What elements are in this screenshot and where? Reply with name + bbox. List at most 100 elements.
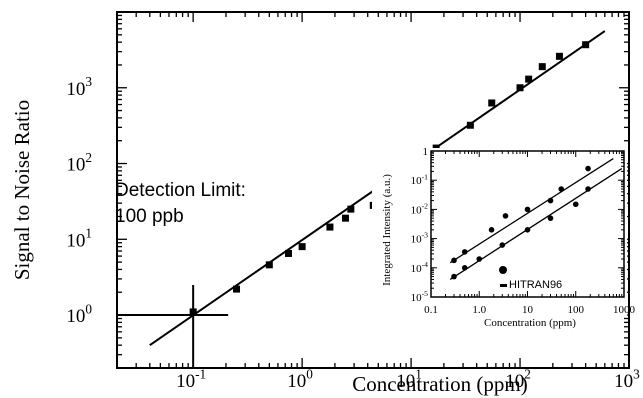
main-data-point bbox=[265, 261, 273, 269]
main-data-point bbox=[298, 243, 306, 251]
legend-label-hitran: HITRAN96 bbox=[509, 279, 562, 291]
inset-y-tick-label-exponent: -3 bbox=[422, 231, 429, 240]
inset-y-tick-label-exponent: -2 bbox=[422, 201, 429, 210]
main-data-point bbox=[347, 205, 355, 213]
main-data-point bbox=[555, 52, 563, 60]
inset-ticks bbox=[430, 151, 624, 298]
main-data-point bbox=[488, 99, 496, 107]
inset-data-point bbox=[524, 227, 531, 233]
main-x-tick-label-exponent: -1 bbox=[195, 366, 206, 381]
main-x-tick-labels: 10-1 100 101 102 103 bbox=[176, 366, 640, 392]
main-x-tick-label-exponent: 2 bbox=[524, 366, 531, 381]
inset-data-point bbox=[502, 213, 509, 219]
inset-data-point bbox=[476, 256, 483, 262]
inset-y-tick-label-base: 10 bbox=[411, 263, 423, 275]
inset-data-point bbox=[451, 257, 457, 264]
inset-data-point bbox=[499, 242, 506, 248]
main-x-tick-label: 103 bbox=[614, 366, 640, 392]
inset-data-point bbox=[585, 165, 591, 172]
main-data-point bbox=[538, 63, 546, 71]
main-x-tick-label: 10-1 bbox=[176, 366, 206, 392]
main-x-tick-label-exponent: 0 bbox=[306, 366, 313, 381]
main-x-tick-label-base: 10 bbox=[505, 371, 524, 392]
inset-x-tick-label: 1.0 bbox=[472, 304, 486, 316]
main-x-tick-label-base: 10 bbox=[396, 371, 415, 392]
main-y-tick-label-base: 10 bbox=[66, 306, 85, 327]
inset-y-tick-label-base: 10 bbox=[411, 292, 423, 304]
main-y-tick-label-exponent: 1 bbox=[85, 226, 92, 241]
main-y-tick-label-exponent: 2 bbox=[85, 150, 92, 165]
main-y-tick-label-base: 10 bbox=[66, 79, 85, 100]
main-data-point bbox=[466, 121, 474, 129]
inset-x-tick-label-base: 10 bbox=[522, 304, 534, 316]
inset-data-point bbox=[461, 265, 468, 271]
inset-y-tick-label: 10-2 bbox=[411, 201, 429, 216]
main-x-tick-label-base: 10 bbox=[287, 371, 306, 392]
inset-y-tick-labels: 110-110-210-310-410-5 bbox=[411, 146, 429, 304]
main-data-point bbox=[582, 41, 590, 49]
main-y-tick-label: 103 bbox=[66, 74, 92, 100]
inset-x-tick-label-base: 1.0 bbox=[472, 304, 486, 316]
inset-data-point bbox=[461, 249, 468, 255]
main-x-tick-label-base: 10 bbox=[614, 371, 633, 392]
main-data-point bbox=[326, 223, 334, 231]
main-x-tick-label-exponent: 3 bbox=[633, 366, 640, 381]
inset-y-tick-label: 10-1 bbox=[411, 172, 429, 187]
inset-y-tick-label-exponent: -5 bbox=[422, 289, 429, 298]
detection-limit-value: 100 ppb bbox=[115, 206, 184, 227]
detection-limit-label: Detection Limit: bbox=[115, 180, 246, 201]
inset-x-tick-label: 100 bbox=[568, 304, 585, 316]
main-x-tick-label: 102 bbox=[505, 366, 531, 392]
inset-data-points bbox=[451, 165, 591, 280]
inset-x-tick-label: 1000 bbox=[613, 304, 636, 316]
main-y-axis-label: Signal to Noise Ratio bbox=[10, 100, 34, 280]
main-data-point bbox=[525, 75, 533, 83]
inset-data-point bbox=[547, 197, 554, 204]
inset-data-point bbox=[585, 186, 591, 192]
main-x-tick-label: 100 bbox=[287, 366, 313, 392]
detection-limit-marker bbox=[117, 285, 229, 368]
inset-y-tick-label-base: 10 bbox=[411, 175, 423, 187]
inset-y-tick-label-base: 1 bbox=[423, 146, 429, 158]
legend-circle-marker bbox=[499, 266, 507, 274]
inset-x-tick-label-base: 1000 bbox=[613, 304, 636, 316]
inset-y-tick-label-exponent: -1 bbox=[422, 172, 429, 181]
inset-y-tick-label: 10-4 bbox=[411, 260, 429, 275]
main-x-tick-label: 101 bbox=[396, 366, 422, 392]
main-x-tick-label-exponent: 1 bbox=[415, 366, 422, 381]
main-y-tick-label-base: 10 bbox=[66, 230, 85, 251]
inset-data-point bbox=[547, 215, 554, 221]
main-y-tick-label: 102 bbox=[66, 150, 92, 176]
inset-x-tick-label-base: 0.1 bbox=[424, 304, 438, 316]
inset-y-tick-label: 1 bbox=[423, 146, 429, 158]
inset-y-axis-label: Integrated Intensity (a.u.) bbox=[381, 174, 393, 286]
legend-dash-marker bbox=[500, 284, 507, 287]
main-data-point bbox=[341, 214, 349, 222]
main-data-point bbox=[233, 285, 241, 293]
main-data-point bbox=[189, 308, 197, 316]
main-data-point bbox=[516, 84, 524, 92]
inset-x-axis-label: Concentration (ppm) bbox=[484, 317, 576, 329]
inset-background bbox=[372, 148, 627, 316]
inset-y-tick-label: 10-3 bbox=[411, 231, 429, 246]
inset-x-tick-label: 10 bbox=[522, 304, 534, 316]
inset-data-point bbox=[451, 273, 457, 280]
inset-data-point bbox=[572, 201, 579, 208]
inset-x-tick-label-base: 100 bbox=[568, 304, 585, 316]
inset-legend: HITRAN96 bbox=[499, 266, 562, 291]
main-y-tick-label: 100 bbox=[66, 301, 92, 327]
inset-data-point bbox=[488, 227, 495, 233]
inset-chart: 0.1 1.0 10 100 1000 110-110-210-310-410-5 HI… bbox=[372, 146, 636, 329]
main-x-axis-label: Concentration (ppm) bbox=[352, 372, 528, 396]
inset-fit-line-1 bbox=[449, 158, 614, 264]
inset-x-tick-label: 0.1 bbox=[424, 304, 438, 316]
inset-y-tick-label-exponent: -4 bbox=[422, 260, 429, 269]
main-y-tick-label-exponent: 0 bbox=[85, 301, 92, 316]
inset-data-point bbox=[524, 206, 531, 213]
main-y-tick-label-exponent: 3 bbox=[85, 74, 92, 89]
inset-y-tick-label: 10-5 bbox=[411, 289, 429, 304]
main-y-tick-label-base: 10 bbox=[66, 155, 85, 176]
main-y-tick-label: 101 bbox=[66, 226, 92, 252]
